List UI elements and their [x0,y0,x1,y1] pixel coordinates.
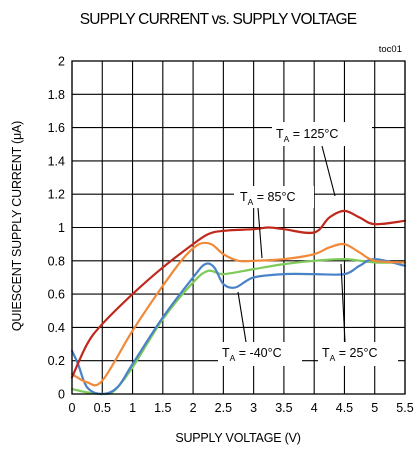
x-tick-label: 3 [250,401,257,415]
leader-line [257,207,263,259]
x-tick-label: 0 [69,401,76,415]
annotation-25: TA = 25°C [318,263,398,366]
annotation-label: TA = 85°C [240,190,296,207]
x-tick-label: 4 [311,401,318,415]
annotation-125: TA = 125°C [272,122,372,197]
annotation-subscript: A [330,353,336,363]
leader-line [321,145,336,197]
y-axis-label-mu: μ [10,133,24,140]
corner-label: toc01 [379,44,402,55]
x-tick-label: 1 [129,401,136,415]
x-tick-label: 5 [371,401,378,415]
y-tick-label: 1.2 [48,188,65,202]
annotation-label: TA = 25°C [322,346,378,363]
annotation-t: T [322,346,330,360]
y-axis-label: QUIESCENT SUPPLY CURRENT (μA) [10,121,24,331]
annotation-t: T [222,346,230,360]
x-tick-label: 2.5 [215,401,232,415]
y-tick-label: 0.4 [48,321,65,335]
annotation-subscript: A [284,134,290,144]
series-line-ta25c [70,257,407,396]
annotation-label: TA = -40°C [222,346,282,363]
annotation-t: T [240,190,248,204]
x-tick-label: 0.5 [94,401,111,415]
x-tick-label: 2 [190,401,197,415]
y-tick-label: 1.8 [48,88,65,102]
y-axis-label-part: A) [10,121,24,133]
label-background [318,342,398,366]
annotation-85: TA = 85°C [234,186,314,259]
series-line-ta85c [70,241,407,387]
annotation-subscript: A [248,197,254,207]
y-tick-label: 1 [58,221,65,235]
y-tick-label: 0.8 [48,254,65,268]
y-axis-label-part: QUIESCENT SUPPLY CURRENT ( [10,139,24,331]
annotation-t: T [276,127,284,141]
annotation-value: = 85°C [253,190,295,204]
x-tick-label: 4.5 [336,401,353,415]
y-tick-label: 0.2 [48,354,65,368]
leader-line [237,291,247,343]
x-tick-label: 5.5 [396,401,413,415]
y-tick-label: 1.6 [48,121,65,135]
annotation-value: = 125°C [289,127,338,141]
annotation-value: = -40°C [235,346,281,360]
label-background [234,186,314,208]
plot-frame [71,60,406,395]
annotation-value: = 25°C [335,346,377,360]
x-tick-label: 3.5 [275,401,292,415]
leader-line [340,263,346,343]
x-axis-label: SUPPLY VOLTAGE (V) [175,431,300,445]
label-background [272,122,372,146]
y-tick-label: 0.6 [48,288,65,302]
series-line-ta125c [70,209,407,379]
series-line-ta-40c [70,258,407,396]
label-background [218,342,302,366]
annotation-label: TA = 125°C [276,127,338,144]
x-tick-label: 1.5 [154,401,171,415]
tick-labels: 0 0.5 1 1.5 2 2.5 3 3.5 4 4.5 5 5.5 0 0.2 0.4 0.6 0.8 1 1.… [48,55,414,416]
y-tick-label: 1.4 [48,154,65,168]
chart-title: SUPPLY CURRENT vs. SUPPLY VOLTAGE [80,11,357,28]
y-tick-label: 2 [58,55,65,69]
annotation-subscript: A [230,353,236,363]
y-tick-label: 0 [58,388,65,402]
plot-series [70,209,407,396]
annotation-minus40: TA = -40°C [218,291,302,366]
